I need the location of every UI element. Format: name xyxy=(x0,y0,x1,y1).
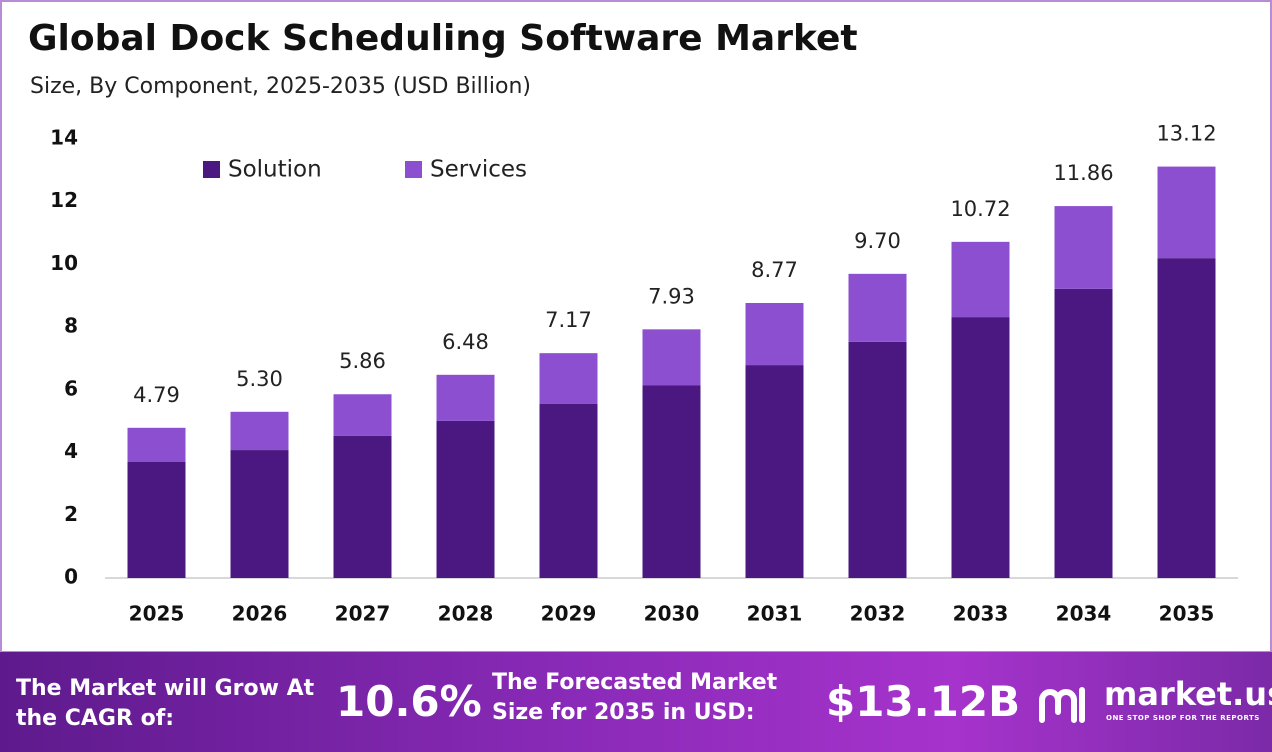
bar-segment xyxy=(333,435,392,578)
bar-segment xyxy=(436,374,495,421)
x-tick-label: 2027 xyxy=(335,602,391,626)
bar-segment xyxy=(539,353,598,404)
bar-segment xyxy=(539,403,598,578)
total-label: 10.72 xyxy=(950,197,1010,221)
bar-segment xyxy=(1157,258,1216,578)
x-tick-label: 2033 xyxy=(953,602,1009,626)
legend-label: Solution xyxy=(228,157,322,183)
x-tick-label: 2025 xyxy=(129,602,185,626)
bar-segment xyxy=(745,302,804,366)
bar-segment xyxy=(848,273,907,342)
total-label: 5.86 xyxy=(339,349,386,373)
forecast-text: The Forecasted Market Size for 2035 in U… xyxy=(492,670,778,725)
x-tick-label: 2028 xyxy=(438,602,494,626)
x-tick-label: 2035 xyxy=(1159,602,1215,626)
y-tick-label: 2 xyxy=(64,502,78,526)
chart-title: Global Dock Scheduling Software Market xyxy=(28,18,858,59)
brand-tagline: ONE STOP SHOP FOR THE REPORTS xyxy=(1106,714,1260,722)
bar-segment xyxy=(642,385,701,578)
bar-segment xyxy=(230,450,289,578)
y-tick-label: 12 xyxy=(50,188,78,212)
bar-segment xyxy=(951,241,1010,318)
y-tick-label: 4 xyxy=(64,439,78,463)
x-tick-label: 2032 xyxy=(850,602,906,626)
chart-subtitle: Size, By Component, 2025-2035 (USD Billi… xyxy=(30,74,531,99)
total-label: 8.77 xyxy=(751,258,798,282)
bar-segment xyxy=(745,365,804,578)
total-label: 7.93 xyxy=(648,284,695,308)
bar-segment xyxy=(1054,206,1113,289)
bar-segment xyxy=(230,411,289,451)
y-tick-label: 8 xyxy=(64,314,78,338)
forecast-value: $13.12B xyxy=(826,677,1021,726)
bar-segment xyxy=(127,427,186,462)
brand-logo xyxy=(1039,687,1085,723)
legend-swatch xyxy=(203,161,220,178)
x-tick-label: 2031 xyxy=(747,602,803,626)
legend-swatch xyxy=(405,161,422,178)
cagr-text: The Market will Grow At the CAGR of: xyxy=(16,676,315,731)
total-label: 6.48 xyxy=(442,330,489,354)
y-tick-label: 6 xyxy=(64,376,78,400)
bar-segment xyxy=(848,341,907,578)
bar-segment xyxy=(1054,288,1113,578)
x-tick-label: 2029 xyxy=(541,602,597,626)
y-tick-label: 0 xyxy=(64,565,78,589)
y-tick-label: 10 xyxy=(50,251,78,275)
total-label: 9.70 xyxy=(854,229,901,253)
y-tick-label: 14 xyxy=(50,126,78,150)
bar-segment xyxy=(436,420,495,578)
bar-segment xyxy=(951,317,1010,578)
total-label: 11.86 xyxy=(1053,161,1113,185)
bar-segment xyxy=(642,329,701,386)
cagr-value: 10.6% xyxy=(336,677,482,726)
x-tick-label: 2034 xyxy=(1056,602,1112,626)
x-tick-label: 2030 xyxy=(644,602,700,626)
footer: The Market will Grow At the CAGR of: 10.… xyxy=(0,652,1272,752)
brand-name: market.us xyxy=(1104,675,1272,713)
chart-border xyxy=(0,0,1272,652)
total-label: 5.30 xyxy=(236,367,283,391)
chart: Global Dock Scheduling Software Market S… xyxy=(0,0,1272,652)
x-tick-label: 2026 xyxy=(232,602,288,626)
bar-segment xyxy=(1157,166,1216,259)
total-label: 13.12 xyxy=(1156,122,1216,146)
total-label: 7.17 xyxy=(545,308,592,332)
bar-segment xyxy=(127,461,186,578)
total-label: 4.79 xyxy=(133,383,180,407)
bar-segment xyxy=(333,394,392,436)
legend-label: Services xyxy=(430,157,527,183)
